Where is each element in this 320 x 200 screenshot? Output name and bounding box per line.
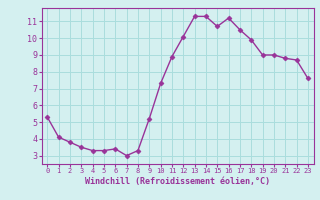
X-axis label: Windchill (Refroidissement éolien,°C): Windchill (Refroidissement éolien,°C)	[85, 177, 270, 186]
